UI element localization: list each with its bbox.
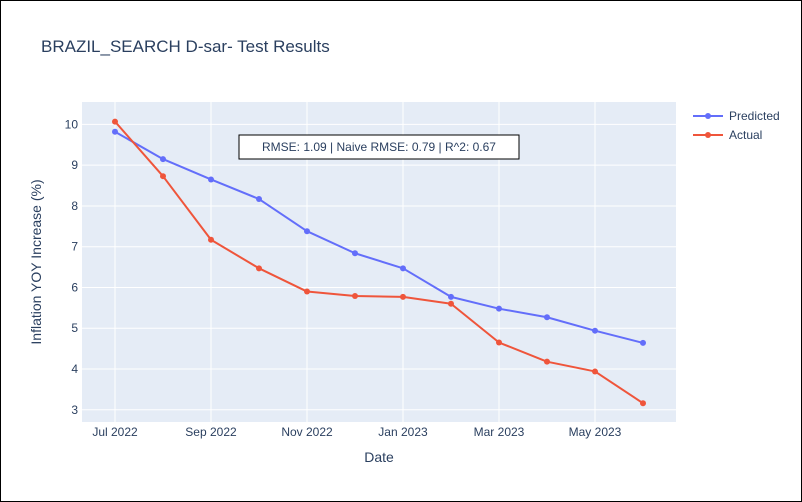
data-point-actual [256, 265, 262, 272]
data-point-actual [448, 300, 454, 307]
legend: Predicted Actual [693, 109, 780, 142]
y-tick-label: 9 [71, 158, 78, 172]
y-tick-labels: 3 4 5 6 7 8 9 10 [65, 117, 79, 416]
data-point-actual [304, 288, 310, 295]
data-point-actual [544, 358, 550, 365]
series-line-actual [114, 120, 644, 405]
data-point-actual [352, 293, 358, 300]
y-axis-title: Inflation YOY Increase (%) [28, 179, 44, 344]
y-tick-label: 6 [71, 280, 78, 294]
data-point-predicted [304, 228, 310, 235]
data-point-actual [640, 400, 646, 407]
legend-item-actual[interactable]: Actual [693, 128, 762, 142]
legend-item-predicted[interactable]: Predicted [693, 109, 780, 123]
data-point-predicted [544, 314, 550, 321]
data-point-predicted [112, 128, 118, 135]
x-tick-label: Sep 2022 [185, 425, 237, 439]
metrics-annotation: RMSE: 1.09 | Naive RMSE: 0.79 | R^2: 0.6… [238, 134, 520, 160]
data-point-predicted [640, 339, 646, 346]
y-tick-label: 7 [71, 240, 78, 254]
x-axis-title: Date [364, 449, 394, 465]
data-point-actual [400, 293, 406, 300]
metrics-annotation-text: RMSE: 1.09 | Naive RMSE: 0.79 | R^2: 0.6… [262, 140, 496, 154]
data-point-predicted [256, 196, 262, 203]
legend-marker-predicted [705, 113, 711, 119]
x-tick-label: Mar 2023 [474, 425, 525, 439]
data-point-predicted [592, 327, 598, 334]
y-tick-label: 3 [71, 403, 78, 417]
legend-marker-actual [705, 132, 711, 138]
legend-label-actual: Actual [729, 128, 762, 142]
y-tick-label: 8 [71, 199, 78, 213]
data-point-predicted [496, 305, 502, 312]
y-tick-label: 4 [71, 362, 78, 376]
y-tick-label: 10 [65, 117, 79, 131]
data-point-predicted [352, 250, 358, 257]
x-tick-label: Nov 2022 [281, 425, 333, 439]
metrics-annotation-box [238, 134, 520, 160]
data-point-predicted [400, 265, 406, 272]
data-point-actual [208, 236, 214, 243]
legend-label-predicted: Predicted [729, 109, 780, 123]
series-line-predicted [114, 130, 644, 344]
x-tick-labels: Jul 2022 Sep 2022 Nov 2022 Jan 2023 Mar 2023… [92, 425, 621, 439]
x-tick-label: Jan 2023 [378, 425, 428, 439]
y-gridlines [82, 123, 676, 411]
x-tick-label: Jul 2022 [92, 425, 138, 439]
data-point-actual [496, 339, 502, 346]
data-point-actual [112, 118, 118, 125]
data-point-predicted [208, 176, 214, 183]
x-tick-label: May 2023 [569, 425, 622, 439]
data-point-predicted [448, 293, 454, 300]
y-tick-label: 5 [71, 321, 78, 335]
data-point-actual [160, 173, 166, 180]
data-point-actual [592, 368, 598, 375]
series-layer [112, 118, 646, 407]
data-point-predicted [160, 156, 166, 163]
chart-title: BRAZIL_SEARCH D-sar- Test Results [41, 37, 330, 56]
